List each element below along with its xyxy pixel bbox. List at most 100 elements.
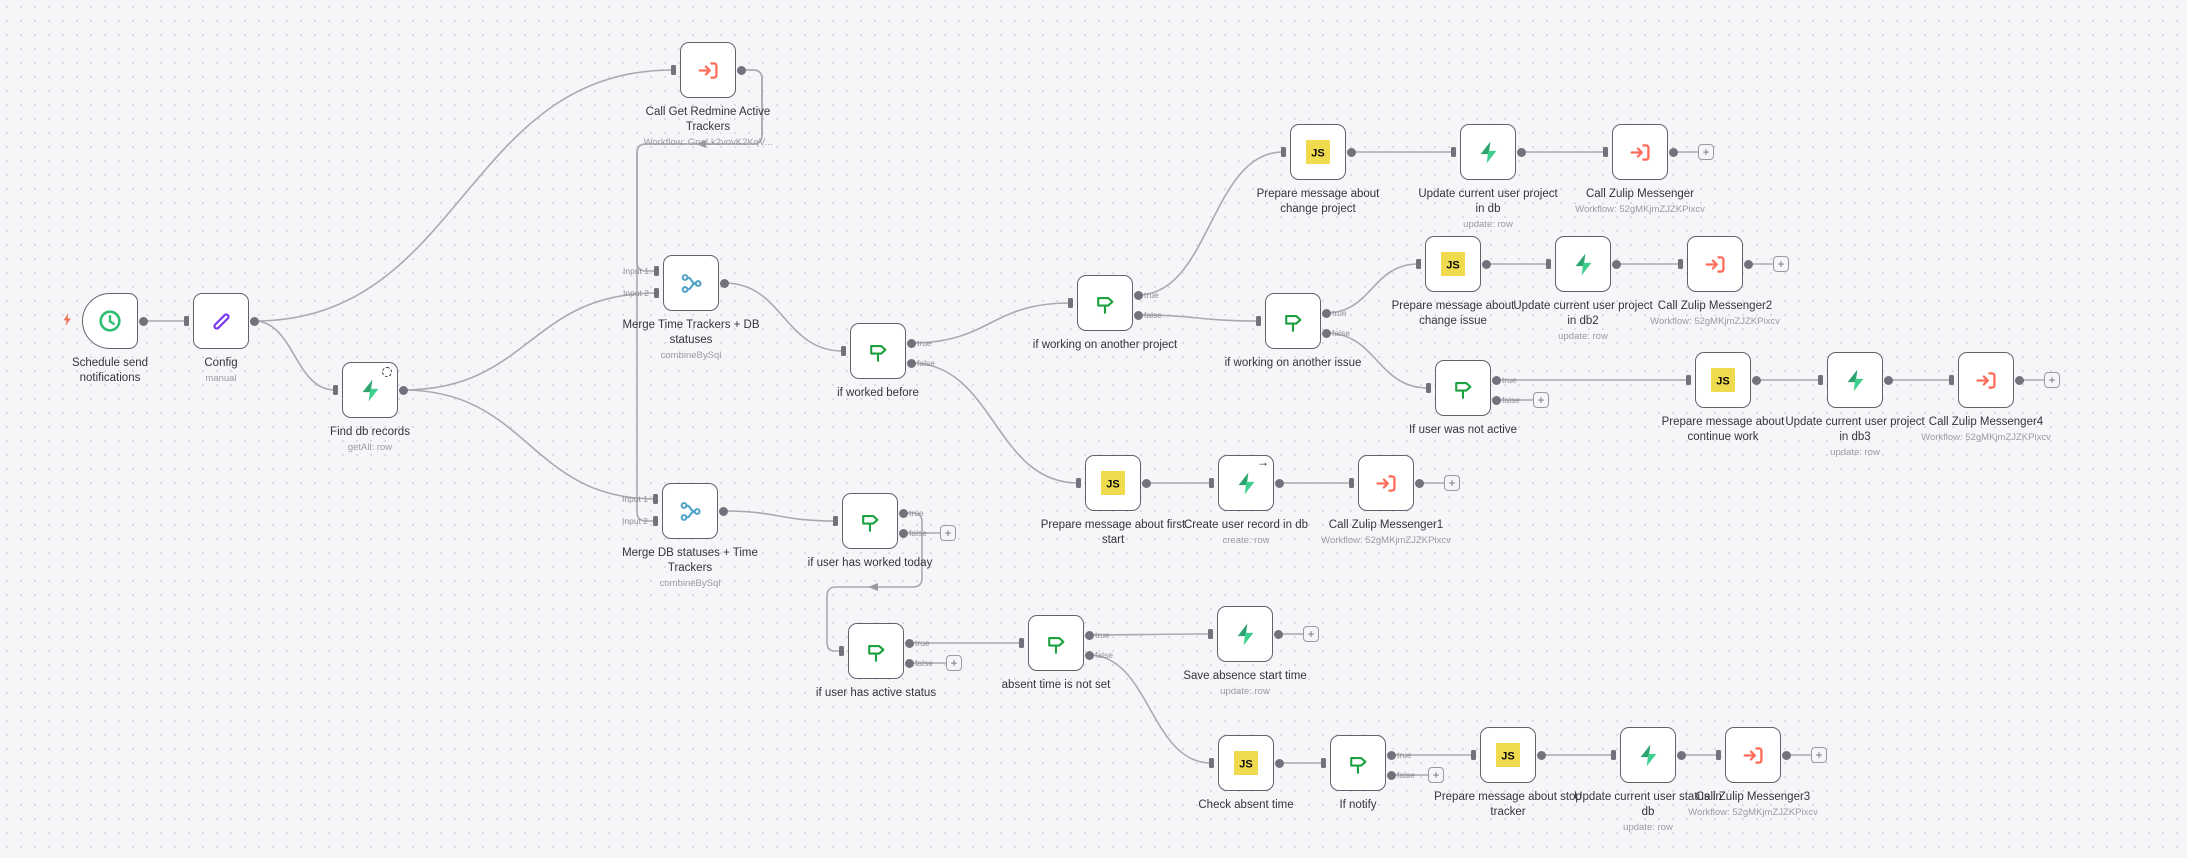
output-port[interactable]: [398, 385, 408, 395]
input-port[interactable]: [1208, 629, 1213, 639]
output-port[interactable]: [1516, 147, 1526, 157]
node-prepare-message-about-change-project[interactable]: JS: [1290, 124, 1346, 180]
output-port[interactable]: [1133, 310, 1143, 320]
input-port[interactable]: [1426, 383, 1431, 393]
output-port[interactable]: [138, 316, 148, 326]
node-prepare-message-about-stop-tracker[interactable]: JS: [1480, 727, 1536, 783]
input-port[interactable]: [333, 385, 338, 395]
input-port[interactable]: [1686, 375, 1691, 385]
node-call-zulip-messenger3[interactable]: [1725, 727, 1781, 783]
add-node-button[interactable]: +: [1773, 256, 1789, 272]
output-port[interactable]: [1883, 375, 1893, 385]
output-port[interactable]: [1781, 750, 1791, 760]
output-port[interactable]: [1084, 630, 1094, 640]
output-port[interactable]: [1321, 328, 1331, 338]
output-port[interactable]: [2014, 375, 2024, 385]
output-port[interactable]: [1751, 375, 1761, 385]
input-port[interactable]: [1209, 758, 1214, 768]
output-port[interactable]: [898, 508, 908, 518]
node-if-worked-before[interactable]: [850, 323, 906, 379]
input-port[interactable]: [671, 65, 676, 75]
input-port[interactable]: [1076, 478, 1081, 488]
input-port[interactable]: [1818, 375, 1823, 385]
node-if-user-has-worked-today[interactable]: [842, 493, 898, 549]
node-if-user-has-active-status[interactable]: [848, 623, 904, 679]
add-node-button[interactable]: +: [940, 525, 956, 541]
node-update-current-user-project-in-db2[interactable]: [1555, 236, 1611, 292]
output-port[interactable]: [1321, 308, 1331, 318]
input-port[interactable]: [1416, 259, 1421, 269]
input-port[interactable]: [1256, 316, 1261, 326]
input-port[interactable]: [1321, 758, 1326, 768]
node-call-zulip-messenger2[interactable]: [1687, 236, 1743, 292]
input-port[interactable]: [1603, 147, 1608, 157]
input-port[interactable]: [1716, 750, 1721, 760]
node-call-zulip-messenger1[interactable]: [1358, 455, 1414, 511]
node-absent-time-is-not-set[interactable]: [1028, 615, 1084, 671]
node-merge-db-statuses-time-trackers[interactable]: [662, 483, 718, 539]
node-call-zulip-messenger[interactable]: [1612, 124, 1668, 180]
node-merge-time-trackers-db-statuses[interactable]: [663, 255, 719, 311]
node-prepare-message-about-continue-work[interactable]: JS: [1695, 352, 1751, 408]
input-port[interactable]: [1546, 259, 1551, 269]
add-node-button[interactable]: +: [1444, 475, 1460, 491]
input-port[interactable]: [1209, 478, 1214, 488]
input-port[interactable]: [654, 266, 659, 276]
output-port[interactable]: [1491, 395, 1501, 405]
output-port[interactable]: [1386, 750, 1396, 760]
node-if-working-on-another-issue[interactable]: [1265, 293, 1321, 349]
output-port[interactable]: [1414, 478, 1424, 488]
output-port[interactable]: [1536, 750, 1546, 760]
input-port[interactable]: [1471, 750, 1476, 760]
output-port[interactable]: [906, 338, 916, 348]
output-port[interactable]: [1141, 478, 1151, 488]
node-create-user-record-in-db[interactable]: →: [1218, 455, 1274, 511]
input-port[interactable]: [1281, 147, 1286, 157]
node-prepare-message-about-change-issue[interactable]: JS: [1425, 236, 1481, 292]
output-port[interactable]: [1274, 758, 1284, 768]
node-if-user-was-not-active[interactable]: [1435, 360, 1491, 416]
node-save-absence-start-time[interactable]: [1217, 606, 1273, 662]
output-port[interactable]: [736, 65, 746, 75]
output-port[interactable]: [898, 528, 908, 538]
output-port[interactable]: [1668, 147, 1678, 157]
add-node-button[interactable]: +: [1303, 626, 1319, 642]
node-prepare-message-about-first-start[interactable]: JS: [1085, 455, 1141, 511]
output-port[interactable]: [1491, 375, 1501, 385]
output-port[interactable]: [1084, 650, 1094, 660]
node-schedule-send-notifications[interactable]: [82, 293, 138, 349]
execute-trigger-icon[interactable]: [60, 312, 75, 332]
input-port[interactable]: [839, 646, 844, 656]
input-port[interactable]: [833, 516, 838, 526]
add-node-button[interactable]: +: [1811, 747, 1827, 763]
input-port[interactable]: [654, 288, 659, 298]
input-port[interactable]: [1678, 259, 1683, 269]
add-node-button[interactable]: +: [1698, 144, 1714, 160]
input-port[interactable]: [653, 516, 658, 526]
output-port[interactable]: [1676, 750, 1686, 760]
input-port[interactable]: [1451, 147, 1456, 157]
output-port[interactable]: [1346, 147, 1356, 157]
output-port[interactable]: [1133, 290, 1143, 300]
output-port[interactable]: [1274, 478, 1284, 488]
node-call-zulip-messenger4[interactable]: [1958, 352, 2014, 408]
output-port[interactable]: [904, 658, 914, 668]
output-port[interactable]: [1611, 259, 1621, 269]
output-port[interactable]: [1743, 259, 1753, 269]
node-call-get-redmine-active-trackers[interactable]: [680, 42, 736, 98]
output-port[interactable]: [906, 358, 916, 368]
node-update-current-user-status-in-db[interactable]: [1620, 727, 1676, 783]
input-port[interactable]: [841, 346, 846, 356]
output-port[interactable]: [249, 316, 259, 326]
input-port[interactable]: [1349, 478, 1354, 488]
add-node-button[interactable]: +: [2044, 372, 2060, 388]
add-node-button[interactable]: +: [946, 655, 962, 671]
node-update-current-user-project-in-db3[interactable]: [1827, 352, 1883, 408]
output-port[interactable]: [1273, 629, 1283, 639]
output-port[interactable]: [719, 278, 729, 288]
input-port[interactable]: [1068, 298, 1073, 308]
input-port[interactable]: [1949, 375, 1954, 385]
node-find-db-records[interactable]: [342, 362, 398, 418]
output-port[interactable]: [1481, 259, 1491, 269]
